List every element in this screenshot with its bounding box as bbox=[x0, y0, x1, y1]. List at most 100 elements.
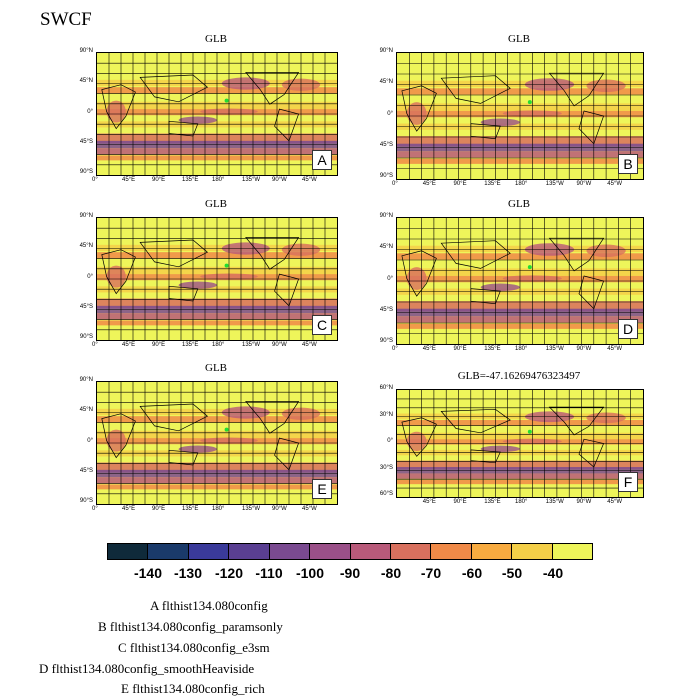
colorbar-swatch bbox=[148, 544, 189, 559]
lat-tick-label: 45°N bbox=[379, 79, 393, 86]
lat-tick-label: 90°N bbox=[79, 377, 93, 383]
lat-tick-label: 45°S bbox=[79, 467, 93, 474]
lat-tick-label: 0° bbox=[387, 438, 393, 444]
continent-outline bbox=[470, 123, 501, 140]
panel-letter-label: C bbox=[312, 315, 332, 335]
figure-title: SWCF bbox=[40, 9, 92, 30]
map-area bbox=[96, 52, 338, 176]
lat-tick-label: 0° bbox=[387, 275, 393, 282]
colorbar-swatch bbox=[552, 544, 593, 559]
lat-tick-label: 90°S bbox=[379, 338, 393, 344]
lat-tick-label: 90°S bbox=[79, 334, 93, 340]
lon-tick-label: 135°W bbox=[242, 177, 261, 183]
continent-outline bbox=[578, 438, 605, 468]
continent-outline bbox=[168, 285, 199, 302]
lat-tick-label: 0° bbox=[87, 437, 93, 444]
swcf-region bbox=[178, 116, 217, 124]
lon-tick-label: 45°W bbox=[302, 177, 317, 183]
colorbar-label: -80 bbox=[380, 565, 402, 581]
swcf-region bbox=[178, 281, 217, 289]
legend-line: E flthist134.080config_rich bbox=[121, 681, 265, 696]
map-area bbox=[396, 389, 644, 498]
lon-tick-label: 45°E bbox=[422, 181, 436, 187]
map-area bbox=[96, 381, 338, 505]
lat-tick-label: 45°N bbox=[79, 407, 93, 414]
lon-tick-label: 180° bbox=[212, 177, 225, 183]
swcf-region bbox=[480, 118, 520, 127]
lon-tick-label: 45°E bbox=[122, 506, 136, 512]
colorbar-swatch bbox=[512, 544, 553, 559]
lon-tick-label: 45°W bbox=[302, 342, 317, 348]
panel-letter-label: B bbox=[618, 154, 638, 174]
swcf-region bbox=[480, 445, 520, 453]
continent-outline bbox=[245, 401, 300, 434]
colorbar-label: -140 bbox=[133, 565, 163, 581]
colorbar-label: -120 bbox=[214, 565, 244, 581]
swcf-map bbox=[97, 218, 337, 340]
map-panel-a: GLB A 90°N 45°N 0° 45°S 90°S 0° 45°E 90°E 135°E 1… bbox=[80, 33, 338, 183]
lon-tick-label: 0° bbox=[392, 346, 398, 352]
lat-tick-label: 30°N bbox=[379, 411, 393, 418]
lat-tick-label: 45°N bbox=[79, 78, 93, 85]
lat-tick-label: 90°N bbox=[379, 48, 393, 54]
lon-tick-label: 90°E bbox=[453, 181, 467, 187]
lon-tick-label: 180° bbox=[515, 499, 528, 505]
lon-tick-label: 0° bbox=[392, 181, 398, 187]
lon-tick-label: 90°E bbox=[152, 506, 166, 512]
station-marker bbox=[527, 265, 532, 270]
lon-tick-label: 135°W bbox=[545, 346, 564, 352]
panel-title: GLB bbox=[508, 33, 530, 45]
lat-tick-label: 60°N bbox=[379, 385, 393, 391]
lon-tick-label: 180° bbox=[515, 181, 528, 187]
colorbar-label: -100 bbox=[295, 565, 325, 581]
continent-outline bbox=[101, 413, 136, 459]
lat-tick-label: 45°S bbox=[379, 306, 393, 313]
continent-outline bbox=[245, 237, 300, 270]
continent-outline bbox=[440, 408, 511, 434]
lat-tick-label: 90°S bbox=[79, 169, 93, 175]
colorbar-label: -130 bbox=[173, 565, 203, 581]
lon-tick-label: 180° bbox=[212, 342, 225, 348]
lon-tick-label: 45°W bbox=[607, 346, 622, 352]
swcf-map bbox=[397, 53, 643, 179]
continent-outline bbox=[470, 449, 501, 464]
lat-tick-label: 90°N bbox=[379, 213, 393, 219]
colorbar-swatch bbox=[229, 544, 270, 559]
lon-tick-label: 45°E bbox=[122, 177, 136, 183]
colorbar bbox=[107, 543, 593, 560]
lat-tick-label: 45°S bbox=[379, 141, 393, 148]
map-area bbox=[396, 52, 644, 180]
swcf-map bbox=[397, 218, 643, 344]
lon-tick-label: 90°W bbox=[576, 181, 592, 187]
panel-title: GLB bbox=[205, 362, 227, 374]
lon-tick-label: 45°E bbox=[122, 342, 136, 348]
continent-outline bbox=[401, 85, 437, 132]
legend-line: B flthist134.080config_paramsonly bbox=[98, 619, 283, 634]
colorbar-label: -60 bbox=[461, 565, 483, 581]
panel-title: GLB bbox=[205, 198, 227, 210]
lon-tick-label: 90°W bbox=[272, 506, 287, 512]
swcf-region bbox=[480, 283, 520, 292]
swcf-map bbox=[397, 390, 643, 497]
lon-tick-label: 0° bbox=[92, 342, 98, 348]
continent-outline bbox=[470, 288, 501, 305]
map-panel-f: GLB=-47.16269476323497 F 60°N 30°N 0° 30°S 6… bbox=[380, 370, 644, 505]
lon-tick-label: 135°E bbox=[484, 181, 501, 187]
continent-outline bbox=[401, 250, 437, 297]
legend-line: C flthist134.080config_e3sm bbox=[118, 640, 270, 655]
legend-line: A flthist134.080config bbox=[150, 598, 268, 613]
continent-outline bbox=[401, 417, 437, 457]
colorbar-swatch bbox=[471, 544, 513, 559]
lon-tick-label: 90°W bbox=[272, 177, 287, 183]
colorbar-swatch bbox=[269, 544, 311, 559]
continent-outline bbox=[101, 249, 136, 295]
lat-tick-label: 90°S bbox=[79, 498, 93, 504]
lon-tick-label: 135°W bbox=[545, 181, 564, 187]
lon-tick-label: 45°E bbox=[422, 499, 436, 505]
lon-tick-label: 90°W bbox=[272, 342, 287, 348]
lon-tick-label: 90°E bbox=[453, 499, 467, 505]
lon-tick-label: 135°W bbox=[545, 499, 564, 505]
colorbar-swatch bbox=[390, 544, 432, 559]
legend-line: D flthist134.080config_smoothHeaviside bbox=[39, 661, 255, 676]
map-area bbox=[396, 217, 644, 345]
